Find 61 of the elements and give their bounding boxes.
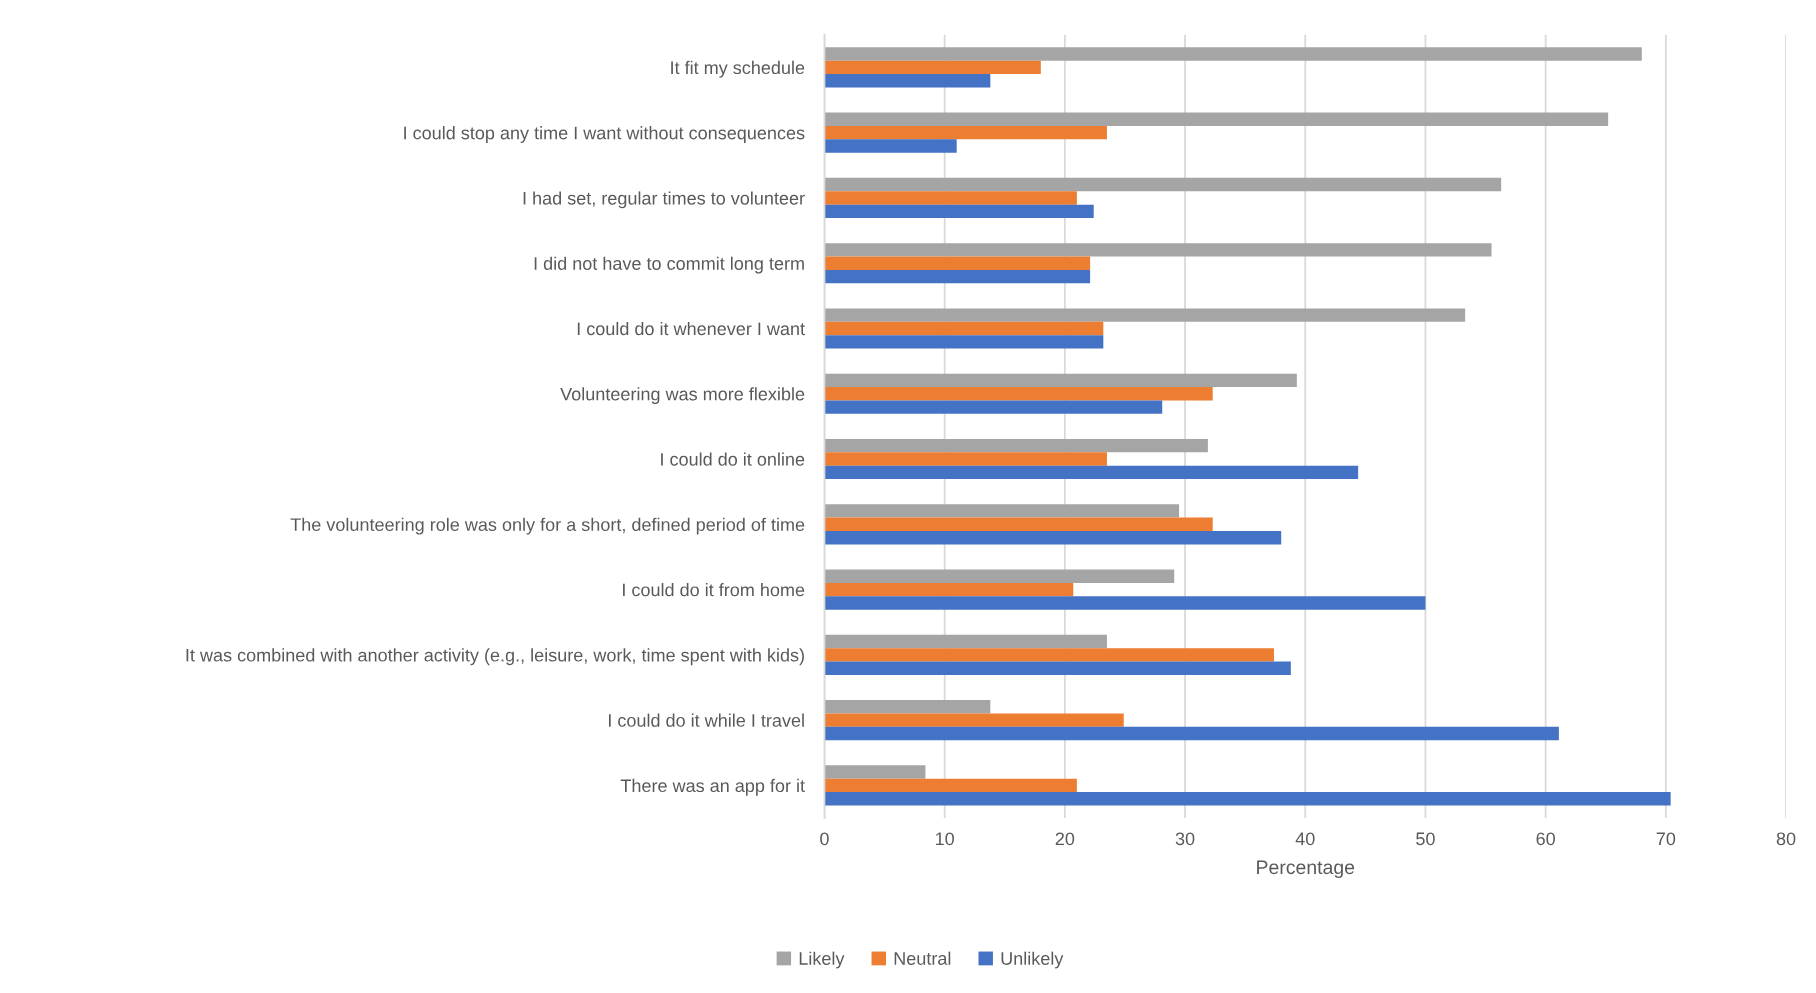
y-tick-label: I did not have to commit long term xyxy=(534,256,804,274)
bar xyxy=(824,582,1074,597)
y-tick-label: I could do it whenever I want xyxy=(577,321,805,336)
x-tick-label: 70 xyxy=(1656,832,1676,846)
x-tick-label: 30 xyxy=(1175,832,1195,846)
bar xyxy=(824,191,1077,205)
bar xyxy=(824,504,1180,518)
bar xyxy=(824,400,1163,414)
bar xyxy=(824,530,1282,545)
bar xyxy=(824,60,1041,75)
legend-label: Neutral xyxy=(894,951,951,965)
bar xyxy=(824,335,1104,349)
bar xyxy=(824,713,1124,727)
x-tick-label: 20 xyxy=(1055,832,1075,846)
bar xyxy=(824,321,1104,336)
bar xyxy=(824,634,1107,649)
x-axis-title: Percentage xyxy=(1257,860,1355,878)
x-tick-label: 60 xyxy=(1536,832,1555,846)
x-tick-label: 80 xyxy=(1776,832,1796,846)
bar xyxy=(824,112,1609,126)
y-tick-label: I had set, regular times to volunteer xyxy=(523,191,805,209)
bar xyxy=(824,465,1359,480)
y-tick-label: Volunteering was more flexible xyxy=(560,387,805,405)
bar xyxy=(824,308,1466,322)
y-tick-label: The volunteering role was only for a short, defined period of time xyxy=(290,517,805,535)
bar xyxy=(824,269,1091,284)
bar xyxy=(824,74,991,88)
bar xyxy=(824,139,957,153)
bar xyxy=(824,648,1274,662)
bar xyxy=(824,765,926,779)
bar xyxy=(824,569,1175,583)
y-tick-label: I could do it online xyxy=(661,452,805,466)
bar xyxy=(824,517,1213,531)
bar xyxy=(824,256,1091,270)
y-tick-label: It was combined with another activity (e.g., leisure, work, time spent with kids) xyxy=(186,648,804,666)
bar xyxy=(824,700,991,714)
bar xyxy=(824,596,1426,610)
x-tick-label: 50 xyxy=(1416,832,1435,846)
y-tick-label: I could do it from home xyxy=(623,583,805,597)
bar xyxy=(824,47,1642,61)
bar xyxy=(824,452,1107,466)
x-tick-label: 0 xyxy=(820,832,829,846)
bar xyxy=(824,661,1291,675)
y-tick-label: There was an app for it xyxy=(620,778,805,796)
y-tick-label: I could stop any time I want without consequences xyxy=(404,126,805,143)
bar xyxy=(824,373,1297,388)
x-tick-label: 10 xyxy=(936,832,954,846)
legend-label: Unlikely xyxy=(1001,951,1064,969)
bar xyxy=(824,792,1671,806)
bar xyxy=(824,387,1213,401)
bar xyxy=(824,177,1502,192)
bar xyxy=(824,204,1094,219)
x-tick-label: 40 xyxy=(1295,832,1315,846)
bar xyxy=(824,125,1107,140)
bar xyxy=(824,243,1492,257)
bar xyxy=(824,778,1077,793)
y-tick-label: It fit my schedule xyxy=(671,60,805,78)
legend-label: Likely xyxy=(799,951,845,969)
bar xyxy=(824,438,1208,453)
bar xyxy=(824,726,1559,741)
y-tick-label: I could do it while I travel xyxy=(609,713,804,727)
